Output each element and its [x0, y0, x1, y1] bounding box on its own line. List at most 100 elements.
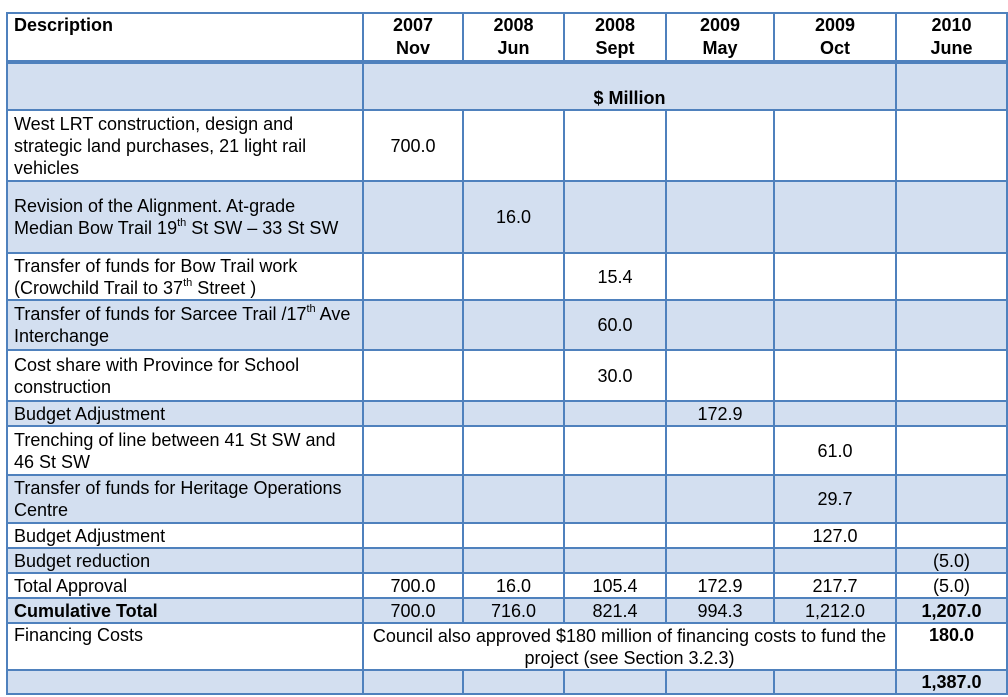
unit-label: $ Million [362, 61, 897, 111]
row-value [895, 180, 1008, 254]
row-value [665, 180, 775, 254]
row-value [665, 522, 775, 549]
approval-history-table: Description 2007 Nov 2008 Jun 2008 Sept 2009 May… [6, 12, 1008, 695]
row-value: 30.0 [563, 349, 667, 402]
row-description: Budget Adjustment [6, 522, 364, 549]
row-description: Cumulative Total [6, 597, 364, 624]
row-value: 127.0 [773, 522, 897, 549]
table-row: Budget Adjustment 172.9 [6, 400, 1008, 427]
row-description: Revision of the Alignment. At-grade Medi… [6, 180, 364, 254]
row-value [895, 349, 1008, 402]
row-description: Transfer of funds for Sarcee Trail /17th… [6, 299, 364, 351]
row-description: Budget Adjustment [6, 400, 364, 427]
row-value [563, 547, 667, 574]
unit-row: $ Million [6, 61, 1008, 111]
header-period: 2010 June [895, 12, 1008, 64]
table-row: Cost share with Province for School cons… [6, 349, 1008, 402]
row-value [895, 425, 1008, 476]
table-row: Budget Adjustment 127.0 [6, 522, 1008, 549]
row-value [362, 522, 464, 549]
row-value [362, 299, 464, 351]
row-value: 60.0 [563, 299, 667, 351]
row-value [773, 400, 897, 427]
row-value [362, 474, 464, 524]
row-value [773, 547, 897, 574]
table-row: West LRT construction, design and strate… [6, 109, 1008, 182]
row-value: 994.3 [665, 597, 775, 624]
header-period: 2008 Sept [563, 12, 667, 64]
header-period: 2009 May [665, 12, 775, 64]
row-value [773, 109, 897, 182]
row-value [462, 400, 565, 427]
row-value [563, 109, 667, 182]
table-row: Revision of the Alignment. At-grade Medi… [6, 180, 1008, 254]
row-value [362, 349, 464, 402]
row-value: 1,207.0 [895, 597, 1008, 624]
row-value [773, 180, 897, 254]
row-value [462, 522, 565, 549]
row-value [362, 547, 464, 574]
row-value: 16.0 [462, 572, 565, 599]
grand-total-value: 1,387.0 [895, 669, 1008, 695]
row-description: Financing Costs [6, 622, 364, 671]
row-value [773, 252, 897, 301]
row-value: (5.0) [895, 572, 1008, 599]
row-value [665, 349, 775, 402]
row-value [563, 474, 667, 524]
cumulative-total-row: Cumulative Total 700.0 716.0 821.4 994.3 1,21… [6, 597, 1008, 624]
row-value [462, 474, 565, 524]
row-value [462, 547, 565, 574]
row-value [895, 109, 1008, 182]
row-description: Trenching of line between 41 St SW and 4… [6, 425, 364, 476]
row-value [362, 400, 464, 427]
row-value: 217.7 [773, 572, 897, 599]
row-description: Transfer of funds for Bow Trail work (Cr… [6, 252, 364, 301]
row-value [665, 252, 775, 301]
row-value [895, 400, 1008, 427]
total-approval-row: Total Approval 700.0 16.0 105.4 172.9 217.7 (5… [6, 572, 1008, 599]
financing-row: Financing Costs Council also approved $18… [6, 622, 1008, 671]
row-value [665, 474, 775, 524]
row-value: 700.0 [362, 109, 464, 182]
row-value [665, 109, 775, 182]
row-value: 172.9 [665, 572, 775, 599]
row-value [462, 299, 565, 351]
header-period: 2007 Nov [362, 12, 464, 64]
row-value: 29.7 [773, 474, 897, 524]
header-row: Description 2007 Nov 2008 Jun 2008 Sept 2009 May… [6, 12, 1008, 64]
financing-note: Council also approved $180 million of fi… [362, 622, 897, 671]
header-period: 2008 Jun [462, 12, 565, 64]
grand-total-row: 1,387.0 [6, 669, 1008, 695]
row-value [462, 252, 565, 301]
row-value [895, 299, 1008, 351]
row-value [563, 522, 667, 549]
row-value [895, 522, 1008, 549]
row-value: (5.0) [895, 547, 1008, 574]
row-value [773, 299, 897, 351]
row-value [665, 425, 775, 476]
row-value [665, 299, 775, 351]
financing-value: 180.0 [895, 622, 1008, 671]
row-value: 61.0 [773, 425, 897, 476]
row-description: Budget reduction [6, 547, 364, 574]
row-value: 821.4 [563, 597, 667, 624]
row-value [773, 349, 897, 402]
table-row: Transfer of funds for Heritage Operation… [6, 474, 1008, 524]
header-period: 2009 Oct [773, 12, 897, 64]
row-description: West LRT construction, design and strate… [6, 109, 364, 182]
row-value: 1,212.0 [773, 597, 897, 624]
row-value: 700.0 [362, 572, 464, 599]
row-value [895, 474, 1008, 524]
row-description: Total Approval [6, 572, 364, 599]
row-value [462, 349, 565, 402]
row-value: 105.4 [563, 572, 667, 599]
row-value [462, 425, 565, 476]
row-value: 700.0 [362, 597, 464, 624]
row-value [362, 425, 464, 476]
row-value [895, 252, 1008, 301]
row-value [563, 425, 667, 476]
row-value: 15.4 [563, 252, 667, 301]
table-row: Transfer of funds for Bow Trail work (Cr… [6, 252, 1008, 301]
row-value [563, 400, 667, 427]
row-value [665, 547, 775, 574]
